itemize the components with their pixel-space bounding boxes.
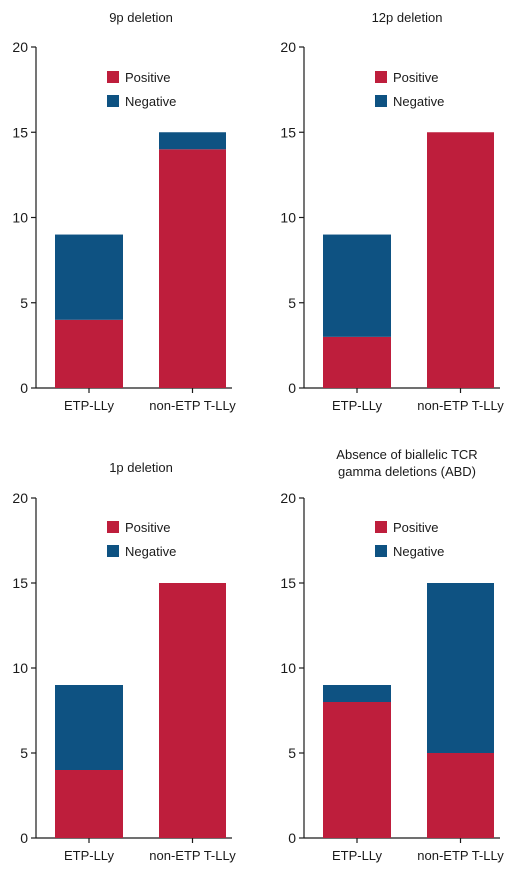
- y-tick-label: 10: [12, 210, 28, 226]
- y-tick-label: 20: [280, 490, 296, 506]
- legend-swatch-negative: [375, 95, 387, 107]
- y-tick-label: 20: [12, 490, 28, 506]
- y-tick-label: 20: [12, 39, 28, 55]
- legend-label-negative: Negative: [393, 94, 444, 109]
- chart-title: gamma deletions (ABD): [338, 464, 476, 479]
- chart-title: Absence of biallelic TCR: [336, 447, 477, 462]
- chart-panel-1: 9p deletion 0 5 10 15 20 ETP-LLy non-ETP T-LLy P…: [12, 10, 236, 413]
- bar-segment-negative-1: [323, 234, 391, 337]
- y-tick-label: 15: [12, 575, 28, 591]
- chart-title: 12p deletion: [372, 10, 443, 25]
- bar-segment-negative-1: [55, 234, 123, 320]
- x-tick-label: ETP-LLy: [332, 848, 383, 863]
- bar-segment-positive-2: [159, 149, 226, 388]
- x-tick-label: ETP-LLy: [64, 848, 115, 863]
- bar-segment-positive-2: [159, 583, 226, 838]
- chart-title: 1p deletion: [109, 460, 173, 475]
- y-tick-label: 20: [280, 39, 296, 55]
- y-tick-label: 0: [288, 380, 296, 396]
- legend-swatch-positive: [107, 71, 119, 83]
- legend-label-positive: Positive: [393, 70, 439, 85]
- y-tick-label: 5: [288, 745, 296, 761]
- bar-segment-positive-1: [323, 702, 391, 838]
- bar-segment-positive-2: [427, 132, 494, 388]
- chart-title: 9p deletion: [109, 10, 173, 25]
- legend-label-positive: Positive: [125, 520, 171, 535]
- legend-label-negative: Negative: [393, 544, 444, 559]
- legend-swatch-positive: [375, 521, 387, 533]
- y-tick-label: 0: [20, 380, 28, 396]
- legend-swatch-negative: [107, 545, 119, 557]
- y-tick-label: 15: [12, 124, 28, 140]
- bar-segment-negative-2: [427, 583, 494, 753]
- chart-panel-3: 1p deletion 0 5 10 15 20 ETP-LLy non-ETP T-LLy P…: [12, 460, 236, 863]
- y-tick-label: 10: [280, 660, 296, 676]
- y-tick-label: 15: [280, 124, 296, 140]
- y-tick-label: 0: [20, 830, 28, 846]
- y-tick-label: 10: [280, 210, 296, 226]
- legend-label-negative: Negative: [125, 94, 176, 109]
- legend-swatch-negative: [107, 95, 119, 107]
- bar-segment-negative-2: [159, 132, 226, 150]
- x-tick-label: non-ETP T-LLy: [417, 398, 504, 413]
- x-tick-label: non-ETP T-LLy: [149, 848, 236, 863]
- legend-label-positive: Positive: [125, 70, 171, 85]
- chart-panel-2: 12p deletion 0 5 10 15 20 ETP-LLy non-ETP T-LLy…: [280, 10, 504, 413]
- legend-label-positive: Positive: [393, 520, 439, 535]
- x-tick-label: non-ETP T-LLy: [417, 848, 504, 863]
- legend-swatch-negative: [375, 545, 387, 557]
- bar-segment-positive-1: [55, 770, 123, 838]
- bar-segment-positive-1: [323, 336, 391, 388]
- y-tick-label: 5: [20, 295, 28, 311]
- chart-panel-4: Absence of biallelic TCR gamma deletions …: [280, 447, 504, 863]
- bar-segment-negative-1: [55, 685, 123, 770]
- legend-label-negative: Negative: [125, 544, 176, 559]
- y-tick-label: 0: [288, 830, 296, 846]
- y-tick-label: 5: [288, 295, 296, 311]
- bar-segment-negative-1: [323, 685, 391, 702]
- x-tick-label: ETP-LLy: [332, 398, 383, 413]
- legend-swatch-positive: [375, 71, 387, 83]
- y-tick-label: 5: [20, 745, 28, 761]
- x-tick-label: ETP-LLy: [64, 398, 115, 413]
- y-tick-label: 15: [280, 575, 296, 591]
- legend-swatch-positive: [107, 521, 119, 533]
- y-tick-label: 10: [12, 660, 28, 676]
- x-tick-label: non-ETP T-LLy: [149, 398, 236, 413]
- bar-segment-positive-1: [55, 319, 123, 388]
- bar-segment-positive-2: [427, 753, 494, 838]
